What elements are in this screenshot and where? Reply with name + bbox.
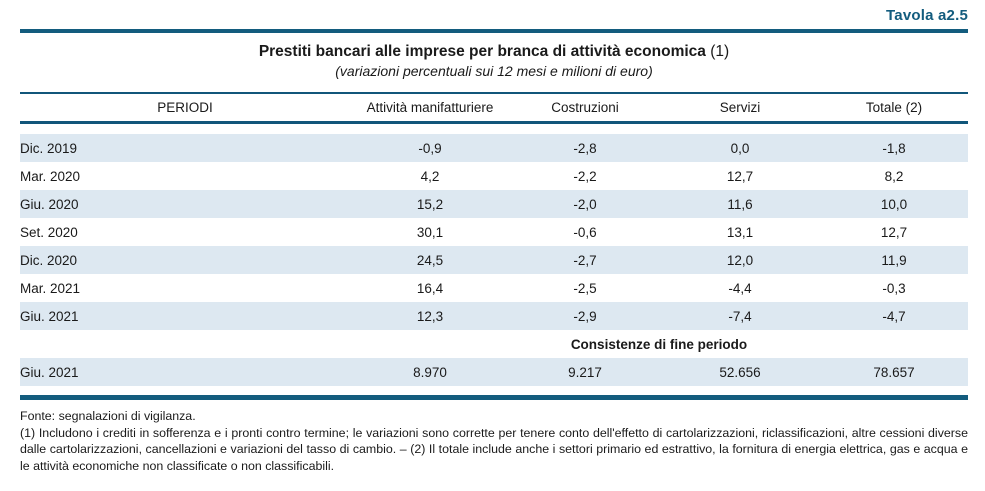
value-cell: -0,9: [349, 134, 511, 162]
value-cell: -2,0: [510, 190, 660, 218]
section-label: Consistenze di fine periodo: [349, 330, 968, 358]
header-row: PERIODI Attività manifatturiere Costruzi…: [20, 93, 968, 123]
period-cell: Dic. 2019: [20, 134, 350, 162]
value-cell: -0,3: [820, 274, 968, 302]
value-cell: -2,5: [510, 274, 660, 302]
period-cell: Set. 2020: [20, 218, 350, 246]
value-cell: 30,1: [349, 218, 511, 246]
value-cell: -1,8: [820, 134, 968, 162]
period-cell: Giu. 2021: [20, 358, 350, 386]
footnotes: Fonte: segnalazioni di vigilanza. (1) In…: [20, 408, 968, 474]
data-table: PERIODI Attività manifatturiere Costruzi…: [20, 92, 968, 386]
value-cell: -7,4: [659, 302, 821, 330]
value-cell: -2,9: [510, 302, 660, 330]
spacer-row: [20, 123, 968, 135]
table-title: Prestiti bancari alle imprese per branca…: [20, 42, 968, 61]
period-cell: Giu. 2020: [20, 190, 350, 218]
value-cell: 11,9: [820, 246, 968, 274]
table-row: Dic. 2020 24,5 -2,7 12,0 11,9: [20, 246, 968, 274]
period-cell: Mar. 2021: [20, 274, 350, 302]
table-row: Giu. 2020 15,2 -2,0 11,6 10,0: [20, 190, 968, 218]
stock-row: Giu. 2021 8.970 9.217 52.656 78.657: [20, 358, 968, 386]
period-cell: Giu. 2021: [20, 302, 350, 330]
value-cell: 11,6: [659, 190, 821, 218]
table-row: Dic. 2019 -0,9 -2,8 0,0 -1,8: [20, 134, 968, 162]
footnote-text: (1) Includono i crediti in sofferenza e …: [20, 425, 968, 473]
period-cell: Dic. 2020: [20, 246, 350, 274]
value-cell: -2,8: [510, 134, 660, 162]
value-cell: 0,0: [659, 134, 821, 162]
column-header-periodi: PERIODI: [157, 100, 213, 115]
column-header-costruzioni: Costruzioni: [551, 100, 619, 115]
value-cell: -2,2: [510, 162, 660, 190]
value-cell: 12,0: [659, 246, 821, 274]
value-cell: 12,3: [349, 302, 511, 330]
section-row-empty-cell: [20, 330, 350, 358]
title-note-ref: (1): [710, 43, 730, 60]
table-subtitle: (variazioni percentuali sui 12 mesi e mi…: [335, 63, 653, 79]
value-cell: 8.970: [349, 358, 511, 386]
value-cell: 78.657: [820, 358, 968, 386]
period-cell: Mar. 2020: [20, 162, 350, 190]
table-title-text: Prestiti bancari alle imprese per branca…: [258, 43, 706, 60]
source-note: Fonte: segnalazioni di vigilanza.: [20, 409, 196, 423]
title-block: Prestiti bancari alle imprese per branca…: [20, 42, 968, 80]
value-cell: 15,2: [349, 190, 511, 218]
value-cell: 24,5: [349, 246, 511, 274]
document-page: Tavola a2.5 Prestiti bancari alle impres…: [20, 0, 968, 474]
top-rule: [20, 29, 968, 33]
value-cell: 10,0: [820, 190, 968, 218]
value-cell: -2,7: [510, 246, 660, 274]
column-header-servizi: Servizi: [719, 100, 761, 115]
value-cell: 9.217: [510, 358, 660, 386]
value-cell: -0,6: [510, 218, 660, 246]
table-row: Set. 2020 30,1 -0,6 13,1 12,7: [20, 218, 968, 246]
value-cell: 12,7: [659, 162, 821, 190]
section-row: Consistenze di fine periodo: [20, 330, 968, 358]
table-row: Giu. 2021 12,3 -2,9 -7,4 -4,7: [20, 302, 968, 330]
bottom-rule: [20, 395, 968, 400]
value-cell: 12,7: [820, 218, 968, 246]
value-cell: -4,7: [820, 302, 968, 330]
value-cell: 52.656: [659, 358, 821, 386]
value-cell: 8,2: [820, 162, 968, 190]
value-cell: 13,1: [659, 218, 821, 246]
value-cell: -4,4: [659, 274, 821, 302]
value-cell: 4,2: [349, 162, 511, 190]
column-header-totale: Totale (2): [865, 100, 923, 115]
table-row: Mar. 2020 4,2 -2,2 12,7 8,2: [20, 162, 968, 190]
value-cell: 16,4: [349, 274, 511, 302]
tavola-label: Tavola a2.5: [886, 7, 968, 24]
column-header-attivita-manifatturiere: Attività manifatturiere: [366, 100, 494, 115]
table-row: Mar. 2021 16,4 -2,5 -4,4 -0,3: [20, 274, 968, 302]
